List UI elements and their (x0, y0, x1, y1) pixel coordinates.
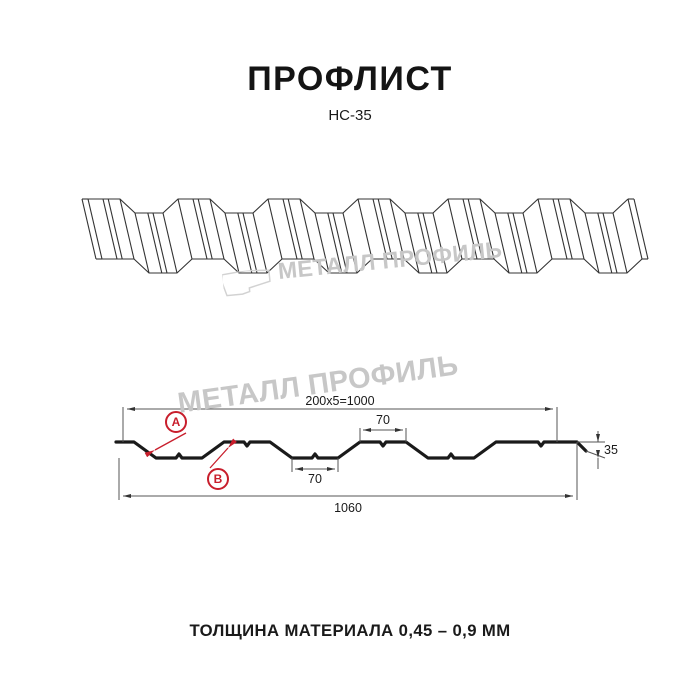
svg-text:35: 35 (604, 443, 618, 457)
svg-text:70: 70 (308, 472, 322, 486)
svg-text:B: B (214, 472, 223, 486)
svg-text:1060: 1060 (334, 501, 362, 515)
svg-text:70: 70 (376, 413, 390, 427)
